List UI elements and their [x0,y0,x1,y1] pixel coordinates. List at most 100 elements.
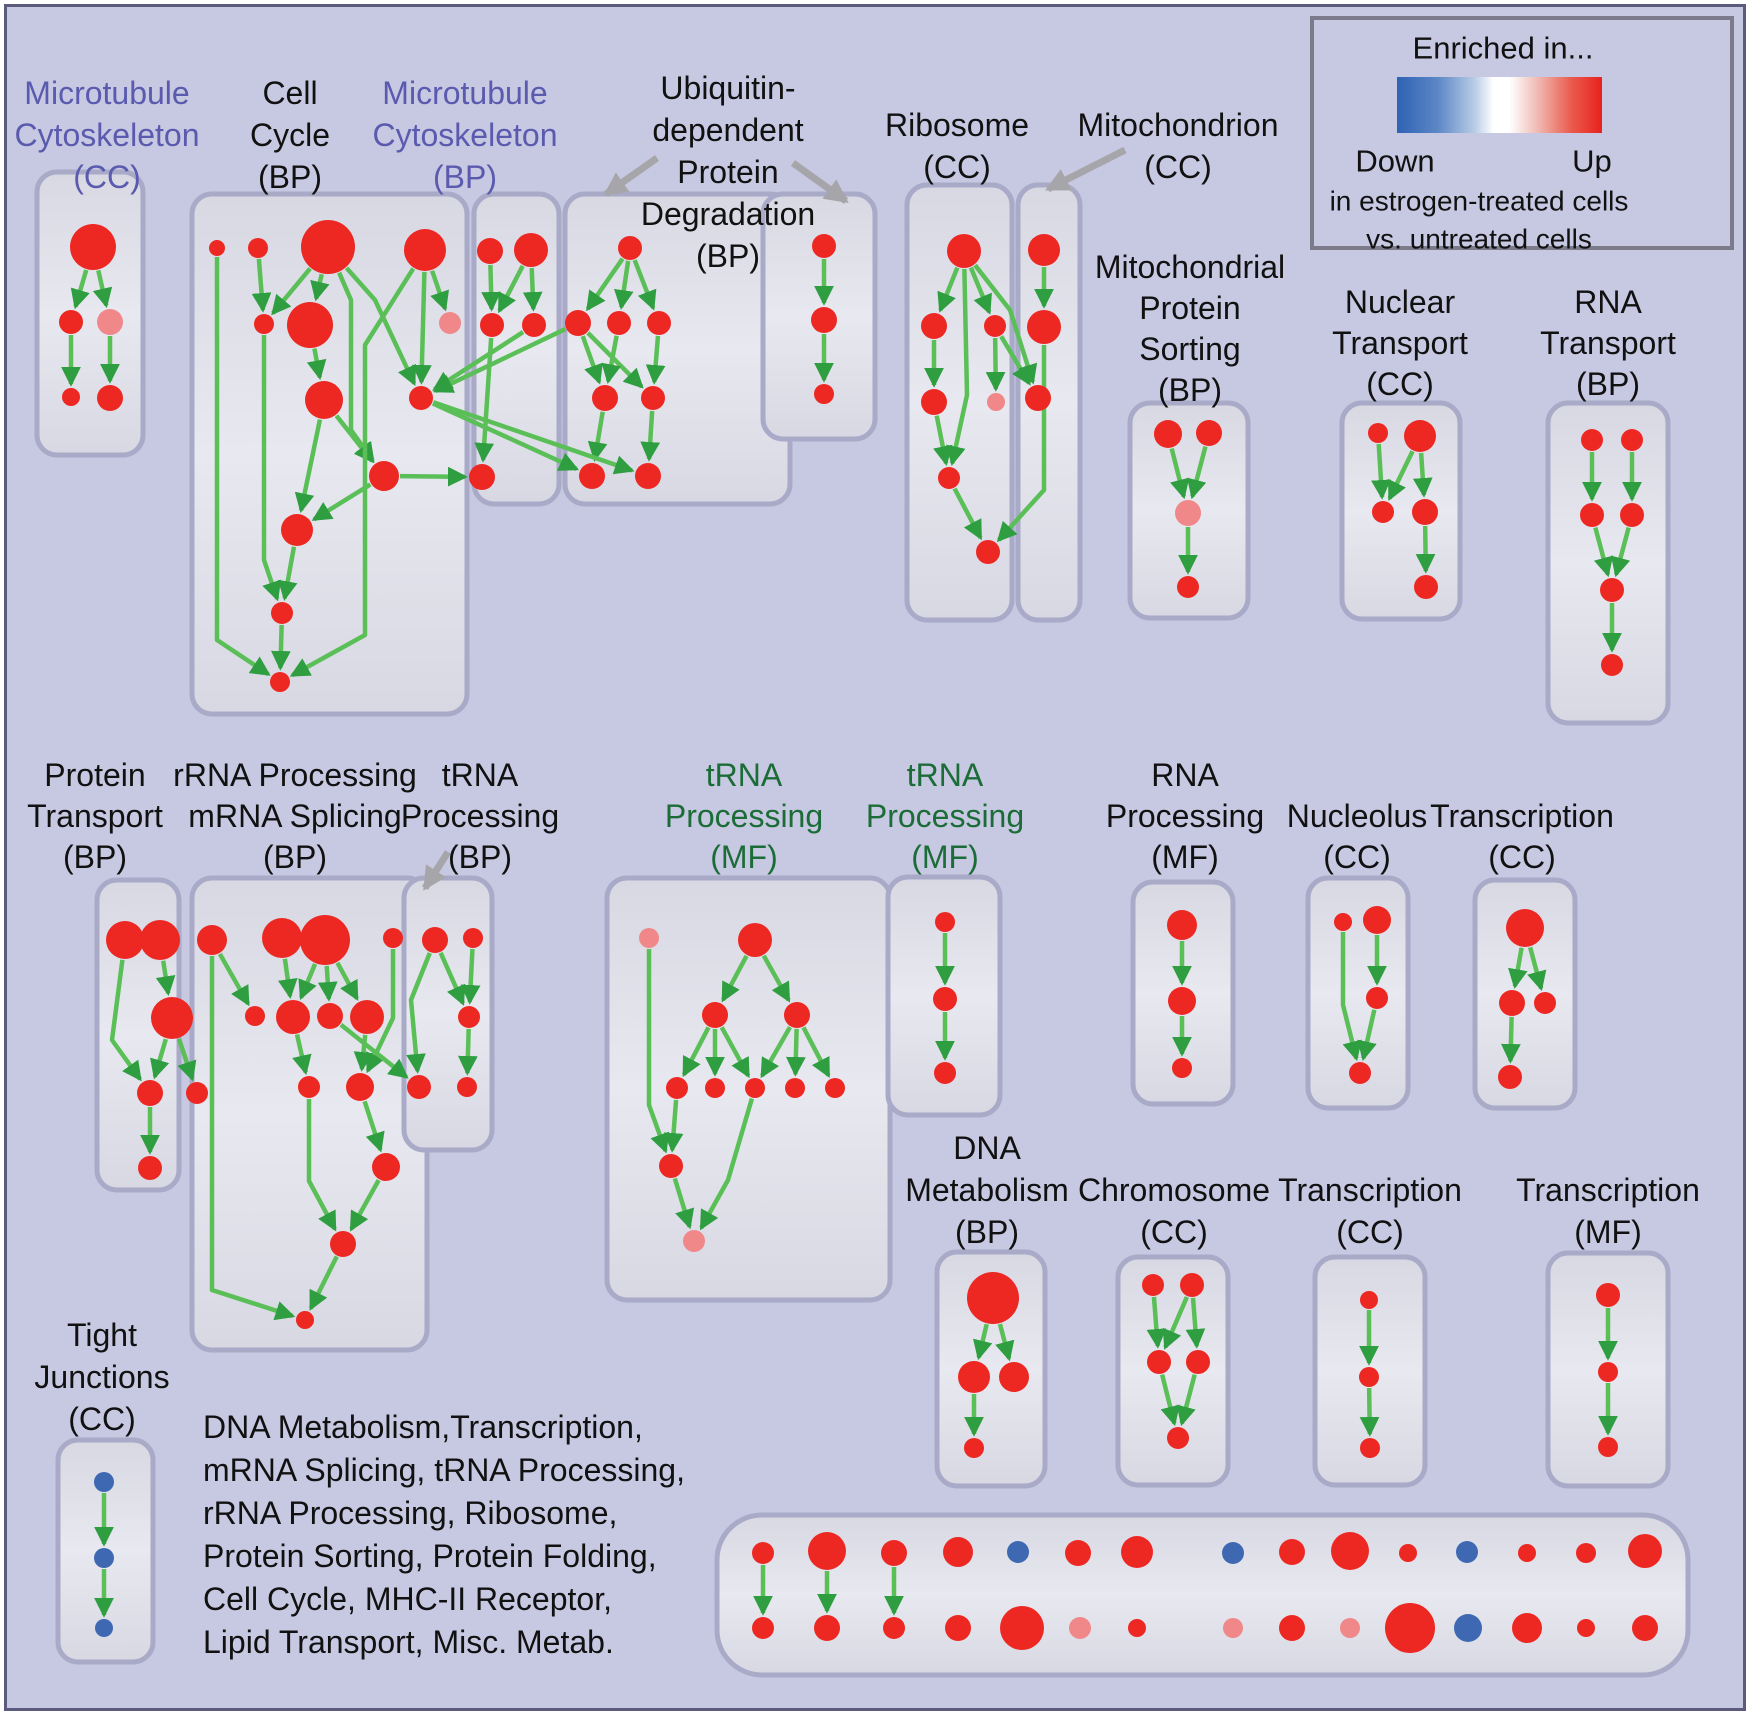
go-term-node-trna-processing-mf-2-2 [934,1062,956,1084]
go-term-node-chromosome-cc-3 [1186,1350,1210,1374]
cluster-label-protein-transport-bp: Protein Transport (BP) [27,757,163,875]
edge-rrna-processing-mrna-splicing-bp [217,952,251,1007]
go-term-node-trna-processing-bp-0 [422,927,448,953]
go-term-node-microtubule-cytoskeleton-cc-4 [97,385,123,411]
legend-comparison-line2: vs. untreated cells [1366,224,1592,255]
edge-nuclear-transport-cc [1371,443,1391,500]
edge-chromosome-cc [1162,1296,1189,1350]
cross-cluster-edge [432,327,567,394]
cluster-box-summary-misc [714,1512,1691,1678]
edge-rrna-processing-mrna-splicing-bp [277,958,298,999]
edge-mitochondrial-protein-sorting-bp [1187,445,1208,500]
edge-cell-cycle-bp [429,270,449,312]
cluster-box-chromosome-cc [1115,1254,1231,1488]
edge-ribosome-cc [952,487,983,541]
go-term-node-nuclear-transport-cc-3 [1412,499,1438,525]
edge-trna-processing-bp [438,951,466,1006]
go-term-node-trna-processing-mf-1-5 [705,1078,725,1098]
edge-trna-processing-mf-1 [721,954,749,1003]
go-term-node-rrna-processing-mrna-splicing-bp-9 [346,1073,374,1101]
go-term-node-ribosome-cc-5 [938,467,960,489]
go-term-node-trna-processing-bp-1 [463,928,483,948]
go-term-node-ubiquitin-degradation-bp-2-2 [814,384,834,404]
go-term-node-summary-misc-17 [883,1617,905,1639]
go-term-node-summary-misc-9 [1331,1532,1369,1570]
go-term-node-trna-processing-mf-2-0 [935,912,955,932]
go-term-node-ubiquitin-dependent-protein-degradation-bp-3 [647,311,671,335]
edge-rna-transport-bp [1593,526,1614,578]
edge-trna-processing-mf-1 [761,954,791,1003]
go-term-node-microtubule-cytoskeleton-bp-4 [469,464,495,490]
cluster-label-rna-transport-bp: RNA Transport (BP) [1540,284,1676,402]
go-term-node-nucleolus-cc-1 [1363,906,1391,934]
go-term-node-transcription-cc-bottom-0 [1360,1291,1378,1309]
go-term-node-summary-misc-22 [1223,1618,1243,1638]
cluster-label-transcription-mf: Transcription (MF) [1516,1172,1700,1250]
edge-dna-metabolism-bp [973,1323,993,1361]
go-term-node-mitochondrion-cc-0 [1028,234,1060,266]
go-term-node-summary-misc-18 [945,1615,971,1641]
go-term-node-ubiquitin-degradation-bp-2-0 [812,234,836,258]
edge-trna-processing-mf-1 [760,1026,792,1079]
go-term-node-ribosome-cc-2 [984,315,1006,337]
cluster-label-rrna-processing-mrna-splicing-bp: rRNA Processing mRNA Splicing (BP) [173,757,417,875]
go-term-node-cell-cycle-bp-9 [281,514,313,546]
legend-comparison-line1: in estrogen-treated cells [1330,186,1629,217]
go-term-node-trna-processing-mf-1-4 [666,1077,688,1099]
cross-cluster-edge [432,400,635,475]
go-term-node-rrna-processing-mrna-splicing-bp-12 [296,1311,314,1329]
go-term-node-microtubule-cytoskeleton-bp-1 [514,233,548,267]
go-term-node-summary-misc-11 [1456,1541,1478,1563]
cluster-label-microtubule-cytoskeleton-cc: Microtubule Cytoskeleton (CC) [15,75,200,195]
cluster-label-mitochondrial-protein-sorting-bp: Mitochondrial Protein Sorting (BP) [1095,249,1285,408]
go-term-node-trna-processing-mf-1-2 [702,1002,728,1028]
go-term-node-summary-misc-2 [881,1540,907,1566]
edge-ubiquitin-dependent-protein-degradation-bp [587,411,608,462]
edge-nuclear-transport-cc [1415,525,1436,574]
edge-cell-cycle-bp [289,267,416,678]
go-term-node-summary-misc-7 [1222,1542,1244,1564]
go-term-node-cell-cycle-bp-4 [254,314,274,334]
go-term-node-mitochondrial-protein-sorting-bp-1 [1196,420,1222,446]
edge-cell-cycle-bp [251,258,272,313]
cluster-box-microtubule-cytoskeleton-cc [34,169,146,458]
go-term-node-microtubule-cytoskeleton-bp-0 [477,238,503,264]
go-term-node-cell-cycle-bp-3 [404,229,446,271]
edge-protein-transport-bp [155,960,176,997]
edge-trna-processing-bp [460,948,481,1005]
edge-ubiquitin-dependent-protein-degradation-bp [613,260,634,310]
edge-ribosome-cc [946,268,970,467]
go-term-node-dna-metabolism-bp-1 [958,1361,990,1393]
legend-down-label: Down [1355,144,1434,179]
go-term-node-mitochondrial-protein-sorting-bp-2 [1175,500,1201,526]
go-term-node-trna-processing-bp-3 [407,1075,431,1099]
edge-trna-processing-bp [406,952,432,1074]
edge-ribosome-cc [985,337,1006,392]
cluster-box-transcription-cc-mid [1472,877,1578,1111]
go-term-node-rrna-processing-mrna-splicing-bp-6 [317,1003,343,1029]
label-pointer-arrow-3 [422,850,451,891]
go-term-node-cell-cycle-bp-1 [248,238,268,258]
edge-microtubule-cytoskeleton-bp [497,264,525,314]
edge-cell-cycle-bp [214,257,271,677]
edge-protein-transport-bp [176,1038,197,1082]
go-term-node-protein-transport-bp-1 [140,920,180,960]
go-term-node-tight-junctions-cc-0 [94,1472,114,1492]
edge-chromosome-cc [1146,1296,1167,1349]
go-term-node-summary-misc-1 [808,1532,846,1570]
cluster-label-dna-metabolism-bp: DNA Metabolism (BP) [905,1130,1069,1250]
edge-trna-processing-mf-1 [801,1026,831,1079]
go-term-node-chromosome-cc-2 [1147,1350,1171,1374]
edge-transcription-cc-mid [1527,946,1547,992]
go-term-node-summary-misc-21 [1128,1619,1146,1637]
go-term-node-dna-metabolism-bp-3 [964,1438,984,1458]
go-term-node-summary-misc-4 [1007,1541,1029,1563]
go-term-node-rna-processing-mf-1 [1168,987,1196,1015]
go-term-node-cell-cycle-bp-8 [369,461,399,491]
cluster-label-transcription-cc-mid: Transcription (CC) [1430,798,1614,875]
cluster-box-nucleolus-cc [1305,875,1411,1111]
legend-title: Enriched in... [1413,31,1594,66]
go-term-node-trna-processing-mf-2-1 [933,987,957,1011]
label-pointer-arrow-1 [790,160,849,204]
